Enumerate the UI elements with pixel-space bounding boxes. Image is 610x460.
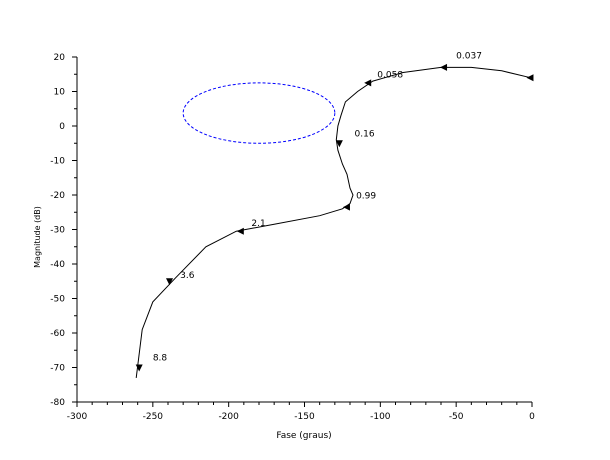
frequency-annotation: 0.99 — [356, 191, 376, 201]
y-tick-label: -60 — [50, 329, 65, 339]
direction-arrow — [342, 203, 350, 211]
frequency-annotation: 0.16 — [355, 129, 375, 139]
frequency-annotation: 2.1 — [251, 219, 265, 229]
x-tick-label: -50 — [449, 412, 464, 422]
axes: -300 -250 -200 -150 -100 -50 0-80-70-60-50-40-… — [50, 53, 535, 422]
y-tick-label: -10 — [50, 157, 65, 167]
direction-arrow — [364, 79, 372, 87]
annotation-layer: 0.037 0.058 0.16 0.99 2.1 3.6 8.8 — [153, 52, 482, 364]
direction-arrow — [166, 278, 174, 286]
frequency-annotation: 3.6 — [180, 271, 195, 281]
direction-arrow — [236, 227, 244, 235]
arrow-layer — [135, 63, 534, 372]
y-tick-label: -50 — [50, 295, 65, 305]
x-tick-label: -200 — [218, 412, 239, 422]
y-tick-label: 10 — [54, 88, 66, 98]
frequency-annotation: 0.037 — [456, 52, 482, 62]
x-tick-label: 0 — [529, 412, 535, 422]
x-tick-label: -250 — [143, 412, 164, 422]
frequency-annotation: 0.058 — [377, 71, 403, 81]
frequency-annotation: 8.8 — [153, 354, 168, 364]
direction-arrow — [440, 63, 448, 71]
x-tick-label: -300 — [67, 412, 88, 422]
y-tick-label: -70 — [50, 364, 65, 374]
y-tick-label: 20 — [54, 53, 66, 63]
series-layer — [135, 66, 531, 378]
y-tick-label: -80 — [50, 398, 65, 408]
y-tick-label: -40 — [50, 260, 65, 270]
y-tick-label: -20 — [50, 191, 65, 201]
y-tick-label: 0 — [59, 122, 65, 132]
response-curve-series — [135, 66, 531, 378]
y-tick-label: -30 — [50, 226, 65, 236]
x-tick-label: -150 — [294, 412, 315, 422]
x-tick-label: -100 — [370, 412, 391, 422]
direction-arrow — [526, 74, 534, 82]
y-axis-label: Magnitude (dB) — [33, 206, 42, 268]
direction-arrow — [135, 364, 143, 372]
direction-arrow — [335, 140, 343, 148]
x-axis-label: Fase (graus) — [276, 431, 331, 441]
dashed-ellipse-series — [182, 82, 336, 144]
